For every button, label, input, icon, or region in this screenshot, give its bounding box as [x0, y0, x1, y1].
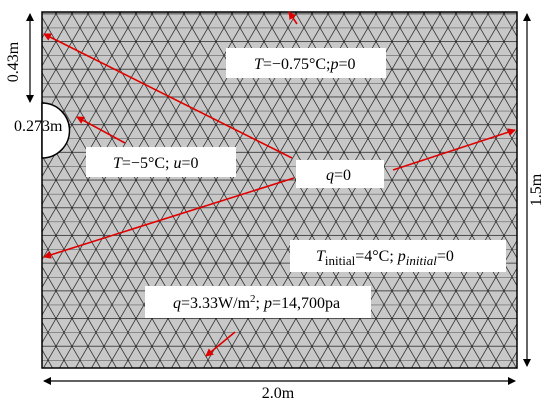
label-part: initial — [325, 253, 356, 268]
label-part: T — [113, 155, 123, 172]
hole-radius: 0.273m — [14, 118, 63, 135]
condition-label: Tinitial=4°C; pinitial=0 — [296, 248, 466, 268]
label-part: initial — [406, 253, 437, 268]
label-part: =0 — [334, 167, 351, 184]
label-part: =4°C; — [355, 248, 398, 265]
label-boxes — [86, 48, 506, 318]
hole-height: 0.43m — [5, 41, 22, 82]
condition-label: T=−5°C; u=0 — [93, 155, 211, 172]
condition-label: q=0 — [306, 167, 363, 184]
label-part: T — [254, 56, 264, 73]
label-part: =0 — [338, 56, 355, 73]
label-part: ; — [256, 295, 264, 312]
condition-label: T=−0.75°C;p=0 — [234, 56, 368, 73]
label-part: q — [326, 167, 334, 184]
condition-label: q=3.33W/m2; p=14,700pa — [153, 293, 352, 312]
label-part: =0 — [181, 155, 198, 172]
label-part: =14,700pa — [272, 295, 340, 312]
label-part: =3.33W/m — [181, 295, 251, 312]
label-part: p — [329, 56, 338, 73]
arrows — [43, 11, 516, 357]
label-part: =0 — [437, 248, 454, 265]
height: 1.5m — [528, 173, 545, 206]
label-part: =−0.75°C; — [263, 56, 331, 73]
width: 2.0m — [262, 385, 295, 402]
label-part: 2 — [250, 293, 256, 305]
label-part: =−5°C; — [122, 155, 174, 172]
label-part: u — [173, 155, 181, 172]
label-part: q — [173, 295, 181, 312]
dimension-lines — [26, 13, 531, 385]
label-part: T — [316, 248, 326, 265]
label-part: p — [397, 248, 406, 265]
label-part: p — [263, 295, 272, 312]
